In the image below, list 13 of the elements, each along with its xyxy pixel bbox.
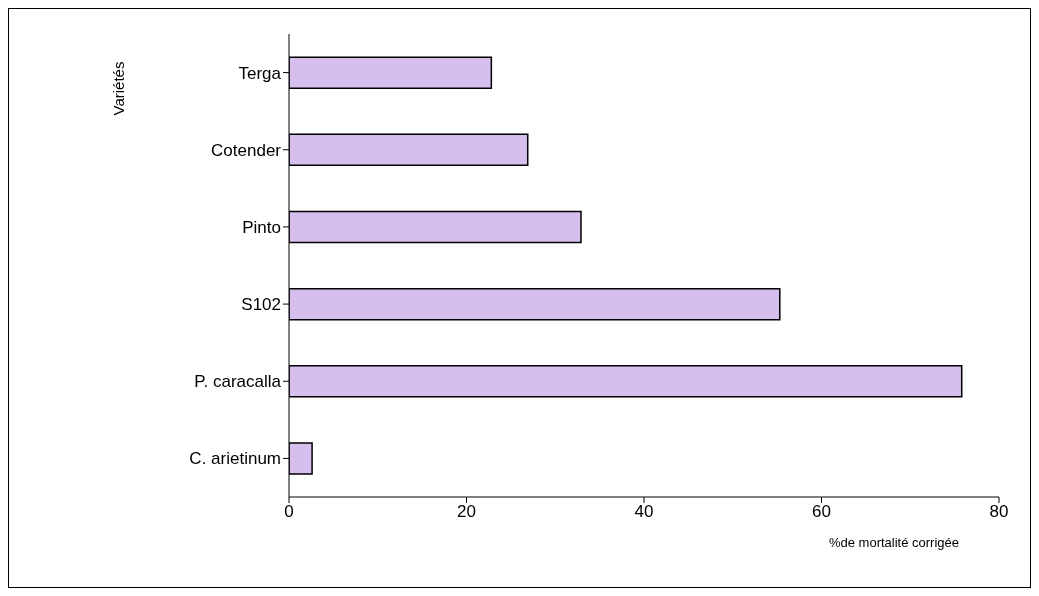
x-tick-label: 20 (457, 502, 476, 522)
y-tick-label: Terga (238, 63, 282, 83)
y-tick-label: Cotender (211, 140, 282, 160)
x-tick-label: 40 (634, 502, 654, 522)
y-tick-label: C. arietinum (189, 449, 281, 469)
x-tick-label: 60 (812, 502, 831, 522)
x-axis-title: %de mortalité corrigée (828, 535, 959, 550)
x-tick-label: 80 (989, 502, 1009, 522)
y-axis-title: Variétés (110, 61, 128, 116)
y-tick-label: Pinto (242, 217, 281, 237)
y-tick-label: P. caracalla (194, 372, 282, 392)
y-tick-label: S102 (241, 295, 281, 315)
x-tick-label: 0 (284, 502, 294, 522)
